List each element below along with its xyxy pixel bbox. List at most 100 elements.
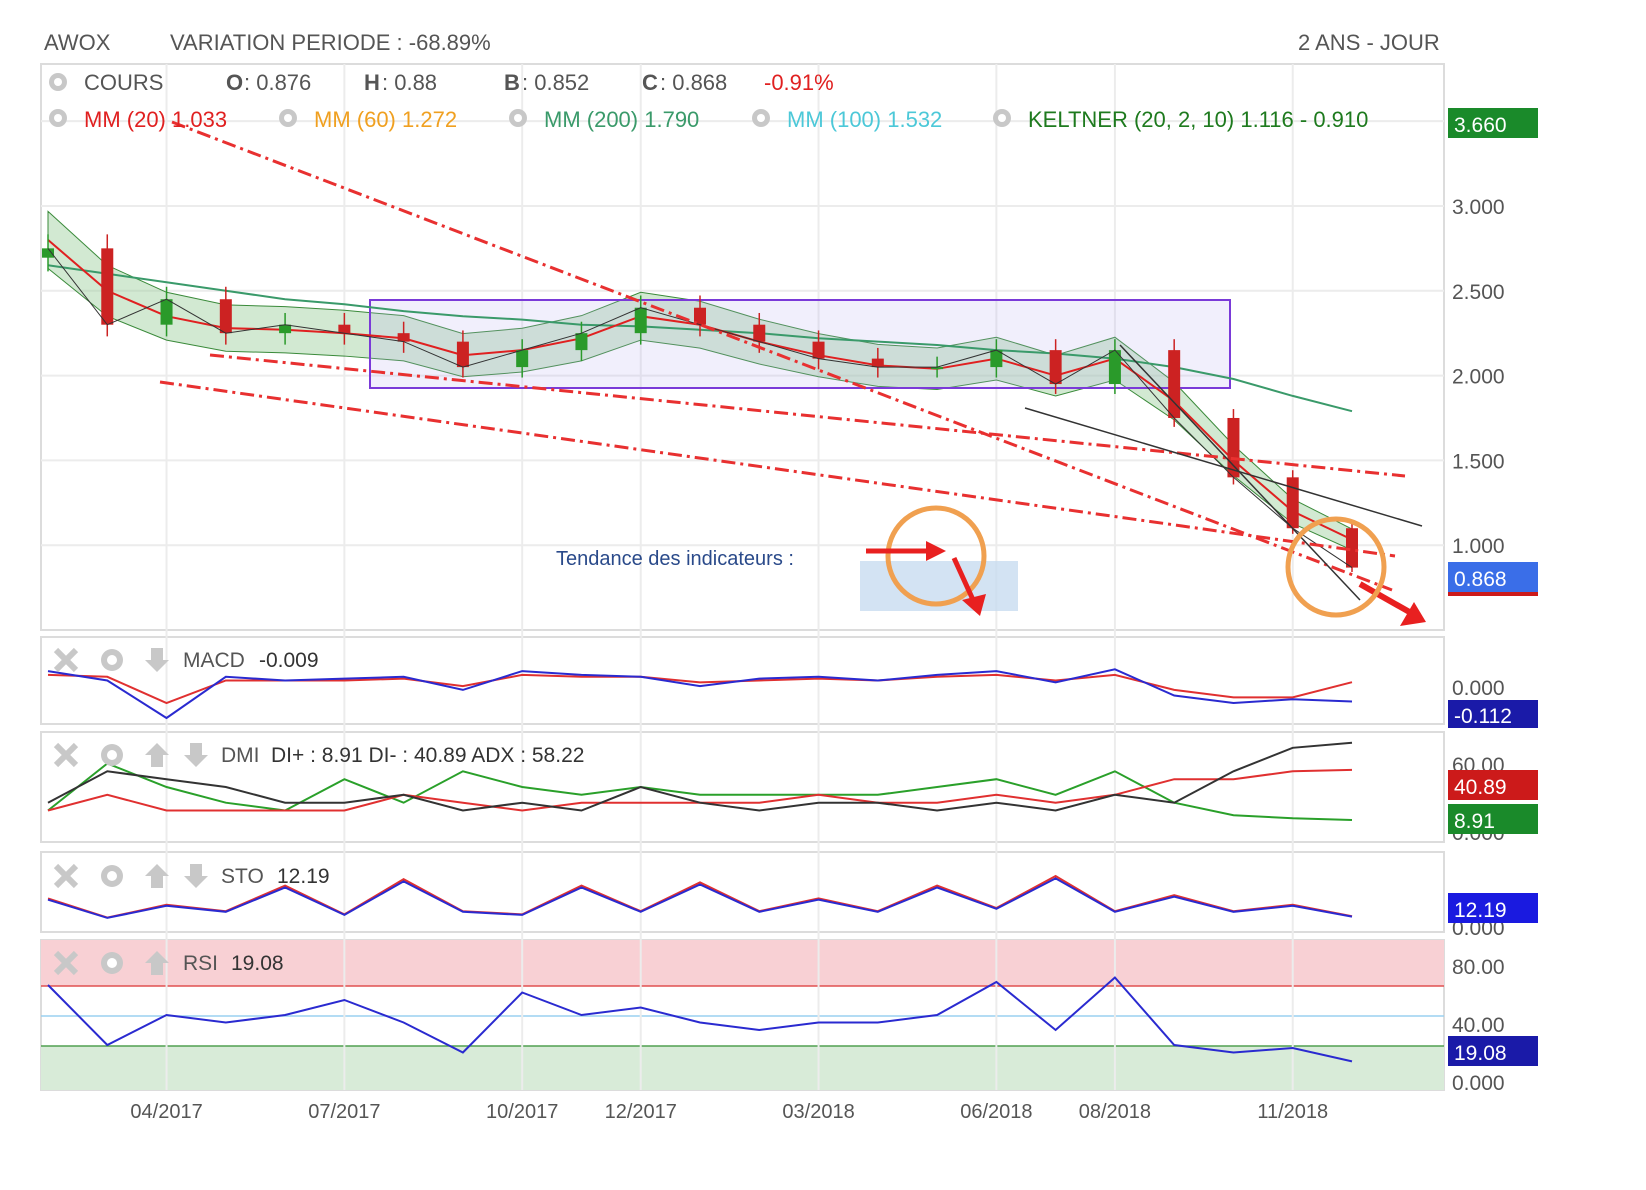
x-tick-label: 06/2018 [960,1101,1032,1123]
change-value: -0.91% [764,70,834,95]
gear-icon[interactable] [101,649,123,671]
low-key: B [504,70,520,95]
candle-body [990,350,1003,368]
arrow-up-icon[interactable] [145,864,169,888]
dmi-label: DMI [221,744,260,767]
candle-body [812,341,825,359]
candle-body [575,333,588,351]
sto-tag [1448,893,1538,923]
gear-icon[interactable] [101,865,123,887]
y-tick-label: 1.000 [1452,535,1505,558]
candle-body [338,324,351,334]
arrow-up-icon[interactable] [145,951,169,975]
candle-body [1168,350,1181,418]
trendline [171,120,1393,592]
low-value: : 0.852 [522,70,589,95]
macd-line [47,668,1353,720]
x-tick-label: 12/2017 [605,1101,677,1123]
close-icon[interactable] [53,950,79,976]
close-icon[interactable] [53,742,79,768]
x-tick-label: 10/2017 [486,1101,558,1123]
gear-icon[interactable] [101,744,123,766]
sto-panel [40,851,1445,933]
dmi-minus-tag-text: 40.89 [1454,776,1507,799]
macd-signal-line [47,673,1353,705]
price-panel [40,63,1445,631]
y-tick-label: 2.500 [1452,281,1505,304]
price-top-tag [1448,108,1538,138]
rsi-tick-label: 0.000 [1452,1072,1505,1095]
macd-tag [1448,700,1538,728]
price-last-underline [1448,592,1538,596]
close-icon[interactable] [53,647,79,673]
arrow-down-icon[interactable] [184,743,208,767]
dmi-plus-tag [1448,804,1538,834]
macd-value: -0.009 [259,649,319,672]
trend-circle [885,505,987,607]
y-tick-label: 2.000 [1452,366,1505,389]
range-box [369,299,1231,389]
gear-icon[interactable] [509,109,527,127]
high-key: H [364,70,380,95]
resistance-line [1024,407,1423,527]
arrow-down-icon[interactable] [145,648,169,672]
close-value: : 0.868 [660,70,727,95]
candle-body [1108,350,1121,385]
candle-body [42,248,54,258]
sto-value: 12.19 [277,865,330,888]
candle-body [694,307,706,325]
candle-body [1049,350,1062,385]
candle-body [516,350,529,368]
candle-body [1346,528,1358,568]
candle-body [101,248,114,325]
period-label[interactable]: 2 ANS - JOUR [1298,30,1440,55]
y-tick-label: 1.500 [1452,450,1505,473]
sto-label: STO [221,865,264,888]
rsi-label: RSI [183,952,218,975]
mm20-label: MM (20) 1.033 [84,107,227,132]
dmi-minus-tag [1448,770,1538,800]
di-plus-line [47,762,1353,821]
mm100-label: MM (100) 1.532 [787,107,942,132]
support-line [1119,344,1361,601]
candle-body [634,307,647,334]
down-arrow-head [1400,602,1426,626]
candle-body [456,341,469,368]
rsi-overbought-zone [41,940,1444,986]
highlight-circle [1285,516,1387,618]
trend-arrow-down-head [962,594,986,616]
x-tick-label: 03/2018 [782,1101,854,1123]
gear-icon[interactable] [279,109,297,127]
gear-icon[interactable] [993,109,1011,127]
y-tick-label: 3.000 [1452,196,1505,219]
mm60-label: MM (60) 1.272 [314,107,457,132]
rsi-line [47,976,1353,1063]
adx-line [47,741,1353,812]
macd-label: MACD [183,649,245,672]
open-value: : 0.876 [244,70,311,95]
high-value: : 0.88 [382,70,437,95]
arrow-up-icon[interactable] [145,743,169,767]
close-icon[interactable] [53,863,79,889]
price-top-tag-text: 3.660 [1454,114,1507,137]
dmi-panel [40,731,1445,843]
trend-arrow-right-head [926,541,946,561]
rsi-tag [1448,1036,1538,1066]
gear-icon[interactable] [752,109,770,127]
dmi-plus-tag-text: 8.91 [1454,810,1495,833]
x-tick-label: 11/2018 [1257,1101,1328,1123]
price-last-tag [1448,562,1538,592]
gear-icon[interactable] [101,952,123,974]
trendline [209,353,1406,478]
arrow-down-icon[interactable] [184,864,208,888]
price-last-tag-text: 0.868 [1454,568,1507,591]
gear-icon[interactable] [49,73,67,91]
candle-body [753,324,766,342]
ticker-label: AWOX [44,30,111,55]
gear-icon[interactable] [49,109,67,127]
candle-body [871,358,884,368]
x-tick-label: 04/2017 [130,1101,202,1123]
candle-body [397,333,410,342]
x-tick-label: 08/2018 [1079,1101,1151,1123]
trendline [159,380,1396,558]
